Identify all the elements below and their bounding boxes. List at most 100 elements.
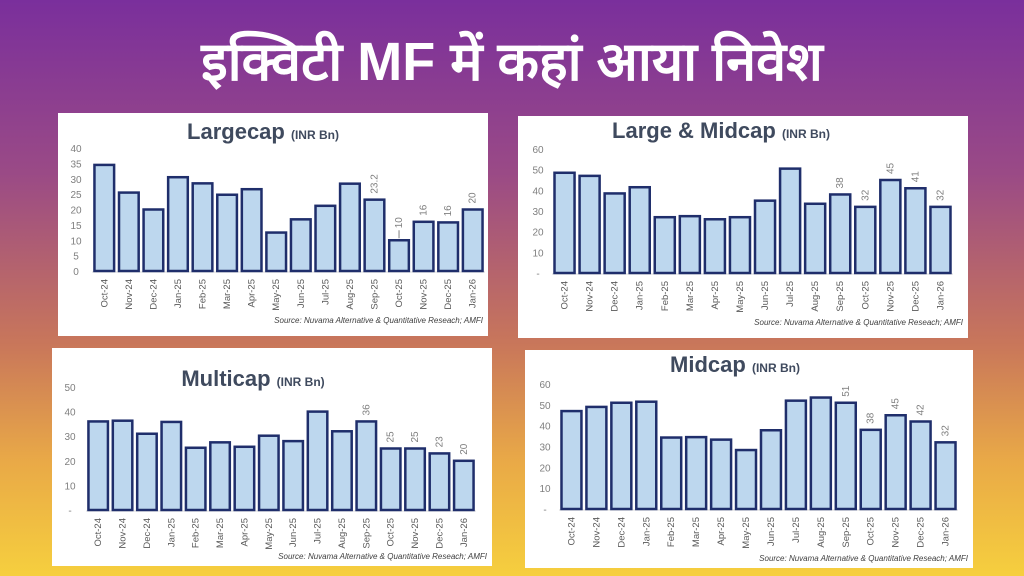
bar [338, 182, 361, 273]
y-tick-label: 40 [64, 408, 76, 419]
data-label: 16 [443, 205, 454, 217]
y-tick-label: 30 [70, 175, 82, 186]
x-tick-label: Dec-24 [610, 281, 621, 312]
bar [387, 239, 411, 273]
y-tick-label: - [68, 506, 71, 517]
x-tick-label: Mar-25 [685, 281, 696, 311]
x-tick-label: Dec-25 [434, 518, 445, 549]
y-tick-label: 20 [64, 457, 76, 468]
y-tick-label: - [536, 269, 539, 280]
y-tick-label: 20 [539, 463, 551, 474]
data-label: 51 [841, 385, 852, 397]
y-tick-label: 40 [70, 144, 82, 155]
bar [282, 439, 305, 512]
x-tick-label: Jun-25 [288, 518, 299, 547]
bar [191, 182, 214, 273]
x-tick-label: Oct-24 [566, 517, 577, 546]
bar [828, 193, 852, 275]
bar [461, 208, 484, 273]
bar [929, 205, 952, 275]
data-label: 32 [941, 425, 952, 437]
y-tick-label: 30 [539, 443, 551, 454]
x-tick-label: Nov-25 [419, 279, 430, 310]
x-tick-label: Apr-25 [247, 279, 258, 308]
bar [610, 401, 633, 511]
x-tick-label: Dec-24 [148, 279, 159, 310]
x-tick-label: Apr-25 [239, 518, 250, 547]
x-tick-label: Jun-25 [760, 281, 771, 310]
x-tick-label: Jan-26 [941, 517, 952, 546]
chart-unit: (INR Bn) [752, 361, 800, 375]
x-tick-label: Feb-25 [191, 518, 202, 548]
y-tick-label: 35 [70, 159, 82, 170]
data-label: 36 [361, 404, 372, 416]
x-tick-label: Aug-25 [345, 279, 356, 310]
bar [635, 400, 658, 511]
x-tick-label: Oct-24 [560, 281, 571, 310]
chart-unit: (INR Bn) [277, 375, 325, 389]
x-tick-label: Oct-24 [99, 279, 110, 308]
bar [166, 175, 190, 273]
x-tick-label: Apr-25 [716, 517, 727, 546]
chart-title: Large & Midcap (INR Bn) [612, 118, 830, 143]
source-note: Source: Nuvama Alternative & Quantitativ… [278, 552, 488, 561]
y-tick-label: 60 [532, 145, 544, 156]
data-label: 41 [910, 171, 921, 183]
x-tick-label: Oct-25 [860, 281, 871, 310]
chart-title-text: Largecap [187, 119, 291, 144]
y-tick-label: 5 [73, 252, 79, 263]
data-label: 38 [835, 177, 846, 189]
bar-chart: Midcap (INR Bn) - 10 20 30 40 50 60 Oct-24 Nov-24… [539, 352, 968, 563]
bar [289, 218, 312, 273]
bar [428, 452, 451, 512]
x-tick-label: Nov-25 [410, 518, 421, 549]
x-tick-label: Oct-25 [386, 518, 397, 547]
bar [135, 432, 158, 512]
y-tick-label: 0 [73, 267, 79, 278]
x-tick-label: Nov-25 [885, 281, 896, 312]
data-label: 38 [866, 412, 877, 424]
data-label: 42 [916, 404, 927, 416]
large-midcap-chart-panel: Large & Midcap (INR Bn) - 10 20 30 40 50 60 Oct-… [518, 116, 968, 338]
data-label: 25 [410, 431, 421, 443]
bar [628, 185, 651, 275]
x-tick-label: Sep-25 [361, 518, 372, 549]
bar [809, 396, 833, 511]
x-tick-label: Jan-25 [173, 279, 184, 308]
bar [603, 192, 626, 275]
bar [314, 204, 337, 273]
bar [87, 420, 110, 512]
bar [412, 220, 435, 273]
x-tick-label: Jun-25 [296, 279, 307, 308]
x-tick-label: Jan-26 [468, 279, 479, 308]
x-tick-label: Sep-25 [835, 281, 846, 312]
bar [265, 231, 288, 273]
x-tick-label: Jul-25 [791, 517, 802, 543]
x-tick-label: Sep-25 [841, 517, 852, 548]
bar [578, 174, 601, 275]
x-tick-label: Mar-25 [222, 279, 233, 309]
x-tick-label: May-25 [271, 279, 282, 311]
bar [653, 215, 677, 275]
bar [233, 445, 256, 512]
y-tick-label: 40 [539, 422, 551, 433]
bar [854, 205, 877, 275]
bar [909, 420, 932, 511]
bar [355, 420, 378, 512]
x-tick-label: Apr-25 [710, 281, 721, 310]
x-tick-label: Jul-25 [785, 281, 796, 307]
bar [404, 447, 427, 512]
data-label: 16 [419, 204, 430, 216]
bar-chart: Large & Midcap (INR Bn) - 10 20 30 40 50 60 Oct-… [532, 118, 963, 327]
bar [904, 187, 927, 275]
y-tick-label: 30 [532, 207, 544, 218]
y-tick-label: 30 [64, 432, 76, 443]
y-tick-label: 25 [70, 190, 82, 201]
bar [363, 198, 386, 273]
bar [184, 446, 207, 512]
bar [709, 438, 733, 511]
midcap-chart-panel: Midcap (INR Bn) - 10 20 30 40 50 60 Oct-24 Nov-24… [525, 350, 973, 568]
bar [884, 414, 907, 511]
y-tick-label: 20 [70, 206, 82, 217]
bar [859, 428, 882, 511]
